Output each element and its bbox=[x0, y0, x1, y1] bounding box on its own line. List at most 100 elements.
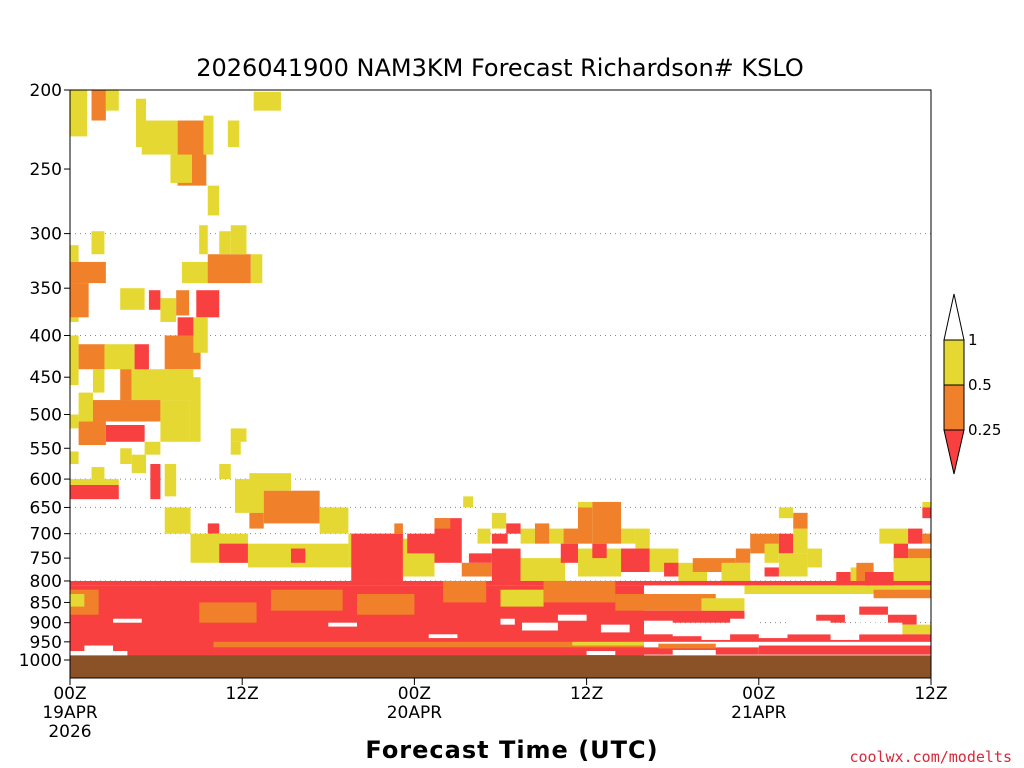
ri-cell bbox=[219, 464, 231, 480]
ri-cell bbox=[491, 533, 508, 544]
ri-gap bbox=[758, 626, 788, 639]
ri-gap bbox=[859, 622, 903, 635]
colorbar-bin bbox=[943, 429, 965, 475]
ri-gap bbox=[113, 618, 142, 623]
ri-cell bbox=[922, 507, 931, 519]
x-tick-label: 00Z bbox=[398, 684, 431, 704]
ri-cell bbox=[563, 528, 578, 544]
y-tick-label: 700 bbox=[30, 525, 62, 545]
ri-cell bbox=[70, 580, 931, 586]
ri-cell bbox=[160, 400, 190, 442]
ri-gap bbox=[644, 620, 673, 629]
ri-cell bbox=[434, 518, 451, 529]
ri-cell bbox=[230, 428, 247, 442]
ri-cell bbox=[207, 254, 251, 284]
ri-cell bbox=[520, 528, 535, 544]
chart-title: 2026041900 NAM3KM Forecast Richardson# K… bbox=[196, 54, 804, 82]
ri-cell bbox=[105, 90, 119, 111]
credit-text: coolwx.com/modelts bbox=[849, 748, 1012, 766]
ri-cell bbox=[70, 261, 106, 284]
ri-cell bbox=[443, 580, 487, 603]
y-tick-label: 800 bbox=[30, 572, 62, 592]
ri-gap bbox=[428, 634, 458, 639]
ri-cell bbox=[407, 533, 435, 554]
ri-gap bbox=[787, 620, 831, 635]
ri-cell bbox=[203, 115, 214, 155]
ri-cell bbox=[213, 641, 644, 648]
ri-cell bbox=[463, 496, 474, 508]
ri-cell bbox=[664, 562, 679, 577]
x-tick-label: 12Z bbox=[914, 684, 947, 704]
plot-frame bbox=[69, 89, 932, 679]
ri-cell bbox=[270, 589, 343, 611]
ri-cell bbox=[577, 507, 593, 544]
ri-cell bbox=[70, 634, 931, 642]
ri-gap bbox=[701, 624, 731, 640]
ri-cell bbox=[922, 533, 931, 544]
colorbar-bin bbox=[943, 339, 965, 386]
ri-cell bbox=[213, 647, 759, 655]
y-tick-label: 500 bbox=[30, 406, 62, 426]
ri-cell bbox=[164, 507, 191, 534]
richardson-field bbox=[70, 90, 931, 657]
ri-cell bbox=[136, 98, 147, 148]
ri-gap bbox=[328, 622, 357, 627]
ri-cell bbox=[91, 90, 106, 121]
ri-cell bbox=[721, 562, 751, 586]
x-tick-label: 12Z bbox=[226, 684, 259, 704]
ri-gap bbox=[600, 624, 630, 633]
ri-cell bbox=[92, 369, 105, 393]
ri-cell bbox=[701, 598, 745, 611]
ri-cell bbox=[778, 553, 808, 577]
ri-cell bbox=[150, 464, 161, 500]
ri-gap bbox=[522, 622, 558, 631]
x-tick-label: 20APR bbox=[387, 703, 443, 723]
ri-cell bbox=[908, 528, 923, 544]
ri-cell bbox=[477, 528, 491, 544]
x-tick-label: 21APR bbox=[731, 703, 787, 723]
colorbar: 1 0.5 0.25 bbox=[943, 293, 1001, 475]
ri-cell bbox=[500, 589, 544, 607]
ri-cell bbox=[70, 90, 88, 137]
ri-cell bbox=[793, 528, 808, 554]
ri-gap bbox=[672, 649, 716, 656]
ri-cell bbox=[778, 507, 794, 519]
ri-cell bbox=[816, 614, 845, 623]
y-tick-label: 850 bbox=[30, 593, 62, 613]
ri-cell bbox=[879, 528, 909, 544]
y-tick-label: 200 bbox=[30, 81, 62, 101]
ri-gap bbox=[672, 628, 702, 637]
ri-cell bbox=[764, 543, 779, 563]
ri-cell bbox=[250, 254, 263, 284]
ri-cell bbox=[219, 231, 231, 255]
ri-gap bbox=[586, 651, 616, 656]
ri-gap bbox=[730, 618, 759, 631]
y-tick-label: 300 bbox=[30, 225, 62, 245]
ri-cell bbox=[357, 594, 415, 615]
ri-cell bbox=[543, 580, 616, 603]
ri-cell bbox=[592, 543, 607, 559]
ri-cell bbox=[807, 548, 822, 568]
ri-cell bbox=[922, 501, 931, 513]
ri-cell bbox=[290, 548, 306, 563]
ri-gap bbox=[84, 645, 114, 652]
ri-cell bbox=[621, 528, 636, 544]
ri-cell bbox=[572, 641, 644, 646]
y-tick-label: 450 bbox=[30, 368, 62, 388]
ri-cell bbox=[78, 421, 106, 446]
ri-cell bbox=[887, 614, 917, 625]
ri-cell bbox=[468, 553, 492, 563]
ri-cell bbox=[764, 567, 779, 577]
ri-cell bbox=[744, 585, 931, 595]
ri-cell bbox=[621, 548, 650, 573]
y-tick-label: 1000 bbox=[19, 651, 62, 671]
ri-cell bbox=[70, 283, 89, 318]
colorbar-bin bbox=[943, 293, 965, 341]
ri-cell bbox=[78, 344, 106, 370]
ri-cell bbox=[70, 414, 79, 429]
ri-gap bbox=[830, 624, 860, 640]
ri-cell bbox=[758, 645, 931, 655]
ri-cell bbox=[249, 512, 264, 529]
ri-cell bbox=[193, 317, 208, 353]
